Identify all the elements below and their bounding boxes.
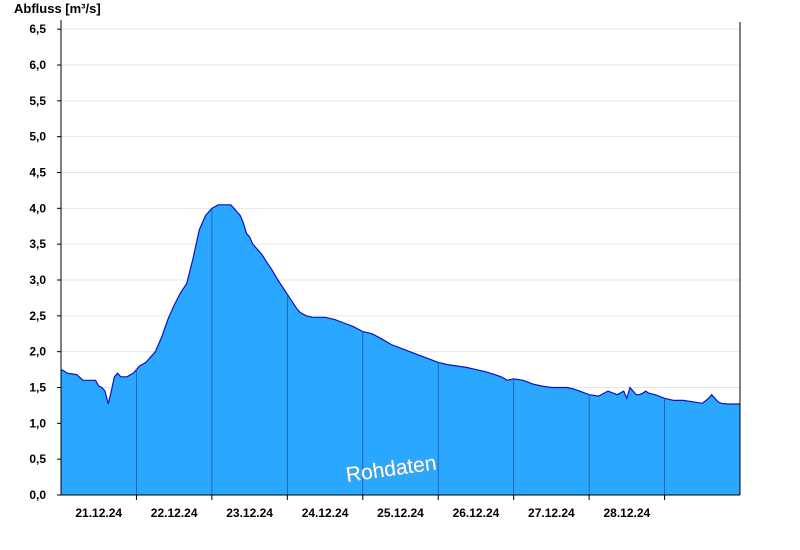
y-tick-label: 2,5 xyxy=(29,309,46,323)
y-tick-label: 0,5 xyxy=(29,452,46,466)
y-tick-label: 3,0 xyxy=(29,273,46,287)
x-tick-label: 23.12.24 xyxy=(226,506,273,520)
x-tick-label: 21.12.24 xyxy=(75,506,122,520)
x-tick-label: 26.12.24 xyxy=(453,506,500,520)
y-tick-labels: 0,0 0,5 1,0 1,5 2,0 2,5 3,0 3,5 4,0 4,5 5,0 5,5 6,0 6… xyxy=(29,22,61,502)
x-tick-labels: 21.12.24 22.12.24 23.12.24 24.12.24 25.12.24… xyxy=(75,495,666,520)
x-tick-label: 22.12.24 xyxy=(151,506,198,520)
y-axis-title: Abfluss [m³/s] xyxy=(14,1,101,16)
y-tick-label: 3,5 xyxy=(29,237,46,251)
y-tick-label: 5,5 xyxy=(29,94,46,108)
discharge-area xyxy=(61,204,740,496)
x-tick-label: 24.12.24 xyxy=(302,506,349,520)
y-tick-label: 6,0 xyxy=(29,58,46,72)
y-tick-label: 4,0 xyxy=(29,201,46,215)
y-tick-label: 5,0 xyxy=(29,130,46,144)
x-tick-label: 25.12.24 xyxy=(377,506,424,520)
y-tick-label: 1,0 xyxy=(29,416,46,430)
discharge-line xyxy=(60,204,740,405)
y-tick-label: 4,5 xyxy=(29,166,46,180)
y-tick-label: 2,0 xyxy=(29,345,46,359)
x-tick-label: 27.12.24 xyxy=(528,506,575,520)
x-tick-label: 28.12.24 xyxy=(603,506,650,520)
axes xyxy=(60,20,741,496)
y-tick-label: 6,5 xyxy=(29,22,46,36)
y-tick-label: 1,5 xyxy=(29,381,46,395)
y-tick-label: 0,0 xyxy=(29,488,46,502)
